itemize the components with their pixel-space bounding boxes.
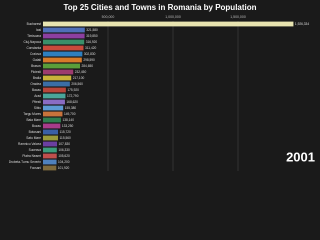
value-label: 298,590 bbox=[83, 58, 95, 62]
bar bbox=[43, 21, 294, 27]
value-label: 284,650 bbox=[82, 64, 94, 68]
category-label: Botosani bbox=[29, 130, 42, 134]
category-label: Sibiu bbox=[34, 106, 41, 110]
bar bbox=[43, 105, 64, 111]
bar bbox=[43, 57, 82, 63]
value-label: 311,420 bbox=[85, 46, 97, 50]
category-label: Arad bbox=[34, 94, 41, 98]
value-label: 104,200 bbox=[58, 160, 70, 164]
value-label: 172,790 bbox=[67, 94, 79, 98]
category-label: Satu Mare bbox=[26, 136, 41, 140]
bar bbox=[43, 63, 81, 69]
category-label: Suceava bbox=[29, 148, 42, 152]
value-label: 316,920 bbox=[86, 40, 98, 44]
bar bbox=[43, 159, 57, 165]
bar bbox=[43, 165, 57, 171]
x-tick-label: 500,000 bbox=[102, 15, 115, 19]
category-label: Ramnicu Valcea bbox=[18, 142, 41, 146]
bar bbox=[43, 51, 83, 57]
year-label: 2001 bbox=[286, 149, 315, 164]
category-label: Bacau bbox=[32, 88, 41, 92]
category-label: Timisoara bbox=[27, 34, 41, 38]
value-label: 321,580 bbox=[86, 28, 98, 32]
category-label: Focsani bbox=[30, 166, 41, 170]
x-tick-label: 1,000,000 bbox=[165, 15, 181, 19]
category-label: Buzau bbox=[32, 124, 41, 128]
bar bbox=[43, 39, 85, 45]
category-label: Oradea bbox=[30, 82, 41, 86]
category-label: Drobeta-Turnu Severin bbox=[9, 160, 42, 164]
value-label: 101,920 bbox=[58, 166, 70, 170]
category-label: Targu Mures bbox=[23, 112, 41, 116]
x-tick-label: 1,500,000 bbox=[230, 15, 246, 19]
bar bbox=[43, 135, 59, 141]
value-label: 319,850 bbox=[86, 34, 98, 38]
value-label: 115,720 bbox=[60, 130, 72, 134]
category-label: Ploiesti bbox=[31, 70, 42, 74]
value-label: 168,620 bbox=[66, 100, 78, 104]
bar bbox=[43, 33, 85, 39]
value-label: 105,620 bbox=[58, 154, 70, 158]
bar bbox=[43, 75, 72, 81]
category-label: Pitesti bbox=[32, 100, 41, 104]
bar bbox=[43, 87, 66, 93]
bar bbox=[43, 111, 63, 117]
category-label: Craiova bbox=[30, 52, 41, 56]
bar bbox=[43, 99, 65, 105]
bar bbox=[43, 129, 59, 135]
bar bbox=[43, 147, 57, 153]
bar bbox=[43, 117, 61, 123]
value-label: 133,250 bbox=[62, 124, 74, 128]
value-label: 138,140 bbox=[62, 118, 74, 122]
category-label: Cluj-Napoca bbox=[23, 40, 41, 44]
bar bbox=[43, 141, 58, 147]
category-label: Braila bbox=[33, 76, 41, 80]
page: Top 25 Cities and Towns in Romania by Po… bbox=[8, 3, 315, 171]
value-label: 175,920 bbox=[67, 88, 79, 92]
category-label: Baia Mare bbox=[26, 118, 41, 122]
bar bbox=[43, 123, 61, 129]
bar bbox=[43, 81, 70, 87]
value-label: 149,700 bbox=[64, 112, 76, 116]
value-label: 206,560 bbox=[71, 82, 83, 86]
bar bbox=[43, 27, 85, 33]
value-label: 115,560 bbox=[60, 136, 72, 140]
value-label: 155,380 bbox=[65, 106, 77, 110]
value-label: 106,330 bbox=[58, 148, 70, 152]
category-label: Brasov bbox=[31, 64, 41, 68]
category-label: Piatra Neamt bbox=[22, 154, 41, 158]
chart: Top 25 Cities and Towns in Romania by Po… bbox=[8, 3, 315, 171]
bar bbox=[43, 45, 84, 51]
chart-title: Top 25 Cities and Towns in Romania by Po… bbox=[63, 3, 256, 12]
category-label: Galati bbox=[33, 58, 42, 62]
value-label: 1,926,334 bbox=[295, 22, 309, 26]
category-label: Iasi bbox=[36, 28, 41, 32]
bar bbox=[43, 69, 74, 75]
category-label: Bucharest bbox=[27, 22, 41, 26]
bar bbox=[43, 153, 57, 159]
bar bbox=[43, 93, 66, 99]
value-label: 217,100 bbox=[73, 76, 85, 80]
value-label: 302,830 bbox=[84, 52, 96, 56]
category-label: Constanta bbox=[26, 46, 41, 50]
value-label: 232,450 bbox=[75, 70, 87, 74]
value-label: 107,830 bbox=[59, 142, 71, 146]
